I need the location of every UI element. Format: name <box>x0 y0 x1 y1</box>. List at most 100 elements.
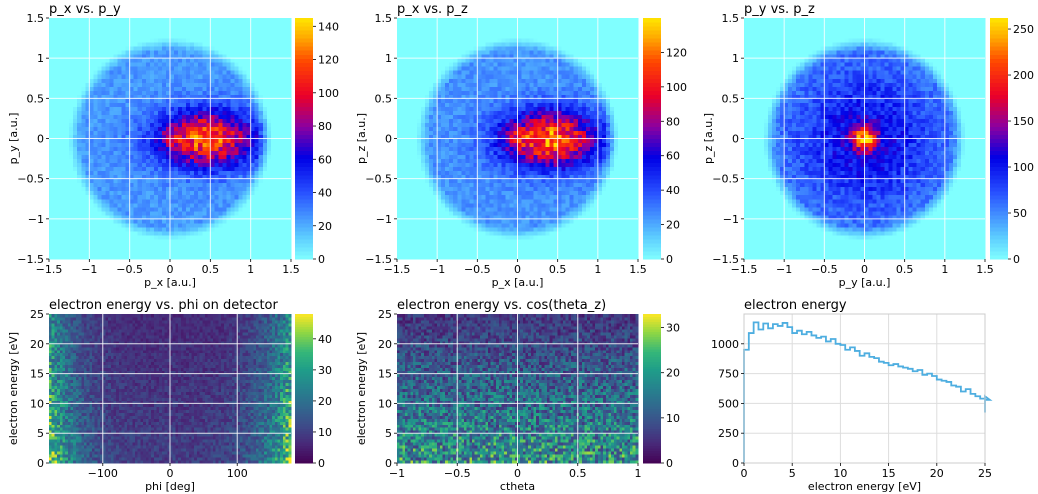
heatmap-cell <box>441 78 446 83</box>
heatmap-cell <box>243 50 248 55</box>
heatmap-cell <box>154 203 159 208</box>
heatmap-cell <box>397 22 402 27</box>
heatmap-cell <box>267 58 272 63</box>
colorbar-segment <box>295 50 313 55</box>
heatmap-cell <box>130 74 135 79</box>
heatmap-cell <box>190 179 195 184</box>
heatmap-cell <box>279 38 284 43</box>
heatmap-cell <box>239 227 244 232</box>
heatmap-cell <box>421 78 426 83</box>
heatmap-cell <box>198 243 203 248</box>
heatmap-cell <box>449 62 454 67</box>
heatmap-cell <box>178 86 183 91</box>
heatmap-cell <box>413 58 418 63</box>
heatmap-cell <box>142 122 147 127</box>
heatmap-cell <box>146 183 151 188</box>
heatmap-cell <box>243 58 248 63</box>
heatmap-cell <box>122 183 127 188</box>
heatmap-cell <box>198 50 203 55</box>
heatmap-cell <box>417 30 422 35</box>
heatmap-cell <box>138 207 143 212</box>
heatmap-cell <box>453 179 458 184</box>
heatmap-cell <box>413 114 418 119</box>
heatmap-cell <box>429 98 434 103</box>
colorbar-segment <box>295 231 313 236</box>
heatmap-cell <box>445 58 450 63</box>
heatmap-cell <box>57 167 62 172</box>
heatmap-cell <box>210 243 215 248</box>
heatmap-cell <box>226 143 231 148</box>
heatmap-cell <box>134 30 139 35</box>
heatmap-cell <box>146 231 151 236</box>
heatmap-cell <box>413 207 418 212</box>
heatmap-cell <box>263 46 268 51</box>
heatmap-cell <box>89 90 94 95</box>
heatmap-cell <box>287 98 292 103</box>
heatmap-cell <box>142 114 147 119</box>
heatmap-cell <box>461 30 466 35</box>
heatmap-cell <box>255 58 260 63</box>
heatmap-cell <box>283 239 288 244</box>
heatmap-cell <box>158 179 163 184</box>
heatmap-cell <box>130 159 135 164</box>
heatmap-cell <box>243 62 248 67</box>
heatmap-cell <box>61 151 66 156</box>
heatmap-cell <box>73 247 78 252</box>
heatmap-cell <box>279 114 284 119</box>
heatmap-cell <box>243 179 248 184</box>
heatmap-cell <box>178 143 183 148</box>
heatmap-cell <box>271 219 276 224</box>
colorbar-segment <box>295 203 313 208</box>
heatmap-cell <box>259 42 264 47</box>
heatmap-cell <box>243 167 248 172</box>
heatmap-cell <box>81 179 86 184</box>
heatmap-cell <box>421 130 426 135</box>
heatmap-cell <box>174 102 179 107</box>
heatmap-cell <box>275 191 280 196</box>
heatmap-cell <box>101 74 106 79</box>
heatmap-cell <box>73 78 78 83</box>
heatmap-cell <box>453 143 458 148</box>
heatmap-cell <box>49 211 54 216</box>
heatmap-cell <box>190 46 195 51</box>
heatmap-cell <box>154 66 159 71</box>
heatmap-cell <box>453 102 458 107</box>
heatmap-cell <box>429 147 434 152</box>
heatmap-cell <box>429 235 434 240</box>
heatmap-cell <box>158 219 163 224</box>
heatmap-cell <box>401 151 406 156</box>
heatmap-cell <box>134 227 139 232</box>
heatmap-cell <box>77 50 82 55</box>
heatmap-cell <box>445 42 450 47</box>
heatmap-cell <box>97 147 102 152</box>
heatmap-cell <box>158 143 163 148</box>
heatmap-cell <box>449 98 454 103</box>
heatmap-cell <box>154 235 159 240</box>
heatmap-cell <box>162 58 167 63</box>
heatmap-cell <box>150 223 155 228</box>
heatmap-cell <box>413 106 418 111</box>
heatmap-cell <box>251 203 256 208</box>
heatmap-cell <box>73 171 78 176</box>
heatmap-cell <box>405 26 410 31</box>
heatmap-cell <box>413 243 418 248</box>
heatmap-cell <box>210 102 215 107</box>
heatmap-cell <box>194 50 199 55</box>
heatmap-cell <box>170 155 175 160</box>
heatmap-cell <box>146 211 151 216</box>
heatmap-cell <box>69 179 74 184</box>
heatmap-cell <box>142 183 147 188</box>
heatmap-cell <box>457 243 462 248</box>
heatmap-cell <box>186 118 191 123</box>
heatmap-cell <box>263 90 268 95</box>
heatmap-cell <box>477 163 482 168</box>
heatmap-cell <box>198 187 203 192</box>
heatmap-cell <box>413 159 418 164</box>
heatmap-cell <box>97 167 102 172</box>
heatmap-cell <box>235 227 240 232</box>
heatmap-cell <box>401 42 406 47</box>
heatmap-cell <box>194 18 199 23</box>
heatmap-cell <box>53 183 58 188</box>
heatmap-cell <box>275 251 280 256</box>
heatmap-cell <box>251 46 256 51</box>
